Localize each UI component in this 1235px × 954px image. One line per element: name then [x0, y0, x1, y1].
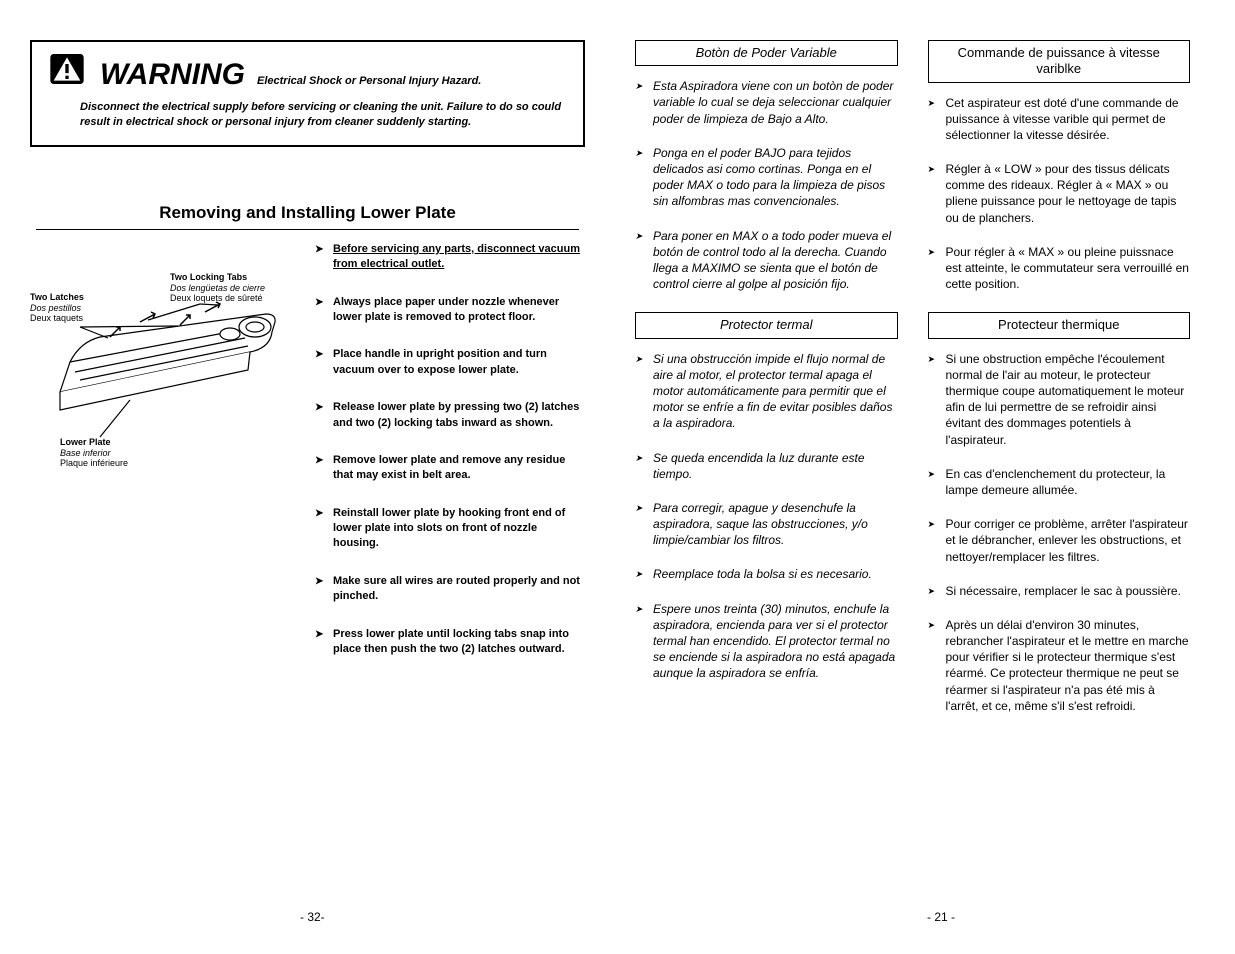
- list-item: En cas d'enclenchement du protecteur, la…: [928, 466, 1191, 498]
- list-item: Régler à « LOW » pour des tissus délicat…: [928, 161, 1191, 226]
- es-heading-1: Botòn de Poder Variable: [635, 40, 898, 66]
- label-two-locking-tabs-fr: Deux loquets de sûreté: [170, 293, 265, 304]
- list-item: Si nécessaire, remplacer le sac à poussi…: [928, 583, 1191, 599]
- fr-heading-1: Commande de puissance à vitesse variblke: [928, 40, 1191, 83]
- list-item: Si une obstruction empêche l'écoulement …: [928, 351, 1191, 448]
- instruction-item: Remove lower plate and remove any residu…: [315, 453, 585, 484]
- instruction-item: Always place paper under nozzle whenever…: [315, 295, 585, 326]
- instruction-item: Press lower plate until locking tabs sna…: [315, 627, 585, 658]
- es-list-2: Si una obstrucción impide el flujo norma…: [635, 351, 898, 682]
- list-item: Esta Aspiradora viene con un botòn de po…: [635, 78, 898, 127]
- label-lower-plate-es: Base inferior: [60, 448, 128, 459]
- label-two-latches-es: Dos pestillos: [30, 303, 84, 314]
- list-item: Para poner en MAX o a todo poder mueva e…: [635, 228, 898, 293]
- instruction-item: Make sure all wires are routed properly …: [315, 574, 585, 605]
- list-item: Après un délai d'environ 30 minutes, reb…: [928, 617, 1191, 714]
- instruction-item: Reinstall lower plate by hooking front e…: [315, 506, 585, 552]
- page-number-left: - 32-: [300, 910, 325, 924]
- left-page: WARNING Electrical Shock or Personal Inj…: [30, 40, 585, 732]
- list-item: Pour corriger ce problème, arrêter l'asp…: [928, 516, 1191, 565]
- list-item: Si una obstrucción impide el flujo norma…: [635, 351, 898, 432]
- instruction-item: Before servicing any parts, disconnect v…: [315, 242, 585, 273]
- list-item: Pour régler à « MAX » ou pleine puissnac…: [928, 244, 1191, 293]
- diagram: Two Latches Dos pestillos Deux taquets T…: [30, 242, 295, 680]
- warning-body: Disconnect the electrical supply before …: [50, 100, 565, 131]
- es-heading-2: Protector termal: [635, 312, 898, 338]
- warning-title: WARNING: [100, 58, 245, 92]
- es-list-1: Esta Aspiradora viene con un botòn de po…: [635, 78, 898, 292]
- section-heading: Removing and Installing Lower Plate: [36, 197, 579, 230]
- instruction-item: Release lower plate by pressing two (2) …: [315, 400, 585, 431]
- fr-heading-2: Protecteur thermique: [928, 312, 1191, 338]
- list-item: Reemplace toda la bolsa si es necesario.: [635, 566, 898, 582]
- warning-icon: [50, 54, 84, 84]
- label-lower-plate-en: Lower Plate: [60, 437, 128, 448]
- spanish-column: Botòn de Poder Variable Esta Aspiradora …: [635, 40, 898, 732]
- fr-list-2: Si une obstruction empêche l'écoulement …: [928, 351, 1191, 714]
- warning-box: WARNING Electrical Shock or Personal Inj…: [30, 40, 585, 147]
- list-item: Cet aspirateur est doté d'une commande d…: [928, 95, 1191, 144]
- instruction-list: Before servicing any parts, disconnect v…: [315, 242, 585, 680]
- list-item: Se queda encendida la luz durante este t…: [635, 450, 898, 482]
- warning-subtitle: Electrical Shock or Personal Injury Haza…: [257, 75, 481, 87]
- label-two-latches-en: Two Latches: [30, 292, 84, 303]
- instruction-item: Place handle in upright position and tur…: [315, 347, 585, 378]
- fr-list-1: Cet aspirateur est doté d'une commande d…: [928, 95, 1191, 293]
- french-column: Commande de puissance à vitesse variblke…: [928, 40, 1191, 732]
- label-two-latches-fr: Deux taquets: [30, 313, 84, 324]
- page-number-right: - 21 -: [927, 910, 955, 924]
- label-lower-plate-fr: Plaque inférieure: [60, 458, 128, 469]
- list-item: Para corregir, apague y desenchufe la as…: [635, 500, 898, 549]
- label-two-locking-tabs-en: Two Locking Tabs: [170, 272, 265, 283]
- label-two-locking-tabs-es: Dos lengüetas de cierre: [170, 283, 265, 294]
- list-item: Espere unos treinta (30) minutos, enchuf…: [635, 601, 898, 682]
- right-page: Botòn de Poder Variable Esta Aspiradora …: [635, 40, 1190, 732]
- list-item: Ponga en el poder BAJO para tejidos deli…: [635, 145, 898, 210]
